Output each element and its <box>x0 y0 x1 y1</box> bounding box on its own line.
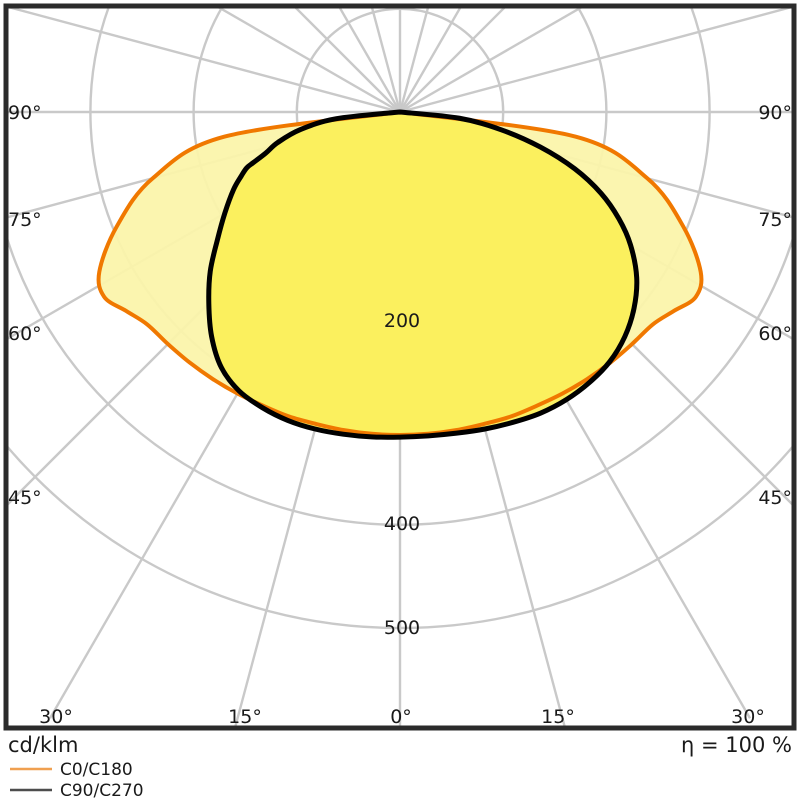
radial-label-500: 500 <box>384 617 420 639</box>
angle-label-left-60: 60° <box>8 323 42 345</box>
legend: C0/C180 C90/C270 <box>10 760 144 800</box>
grid-spoke-150 <box>398 6 463 113</box>
series-fill-c90-c270 <box>208 112 637 438</box>
angle-label-right-75: 75° <box>758 209 792 231</box>
grid-spoke-210 <box>337 6 402 113</box>
grid-ring-500 <box>6 443 794 630</box>
grid-spoke-255 <box>6 6 401 114</box>
angle-label-left-90: 90° <box>8 102 42 124</box>
grid-ring-400 <box>6 230 794 526</box>
angle-label-bottom-30-right: 30° <box>731 706 765 728</box>
angle-label-right-90: 90° <box>758 102 792 124</box>
grid-spoke-240 <box>214 6 401 114</box>
angle-label-bottom-15-left: 15° <box>228 706 262 728</box>
grid-spoke-225 <box>292 6 401 113</box>
angle-label-right-45: 45° <box>758 487 792 509</box>
efficiency-label: η = 100 % <box>681 733 792 757</box>
radial-label-200: 200 <box>384 310 420 332</box>
plot-border <box>3 3 797 731</box>
legend-label-c90-c270: C90/C270 <box>60 781 144 800</box>
series-curve-c90-c270 <box>206 109 640 440</box>
angle-label-left-45: 45° <box>8 487 42 509</box>
legend-label-c0-c180: C0/C180 <box>60 760 133 780</box>
angle-label-left-75: 75° <box>8 209 42 231</box>
grid-spoke-135 <box>399 6 508 113</box>
angle-label-bottom-15-right: 15° <box>541 706 575 728</box>
angle-label-right-60: 60° <box>758 323 792 345</box>
series-group <box>96 109 704 440</box>
angle-label-bottom-0: 0° <box>390 706 412 728</box>
grid-spoke-120 <box>399 6 586 114</box>
radial-label-400: 400 <box>384 513 420 535</box>
unit-label: cd/klm <box>8 733 78 757</box>
grid-spoke-105 <box>399 6 794 114</box>
angle-label-bottom-30-left: 30° <box>39 706 73 728</box>
